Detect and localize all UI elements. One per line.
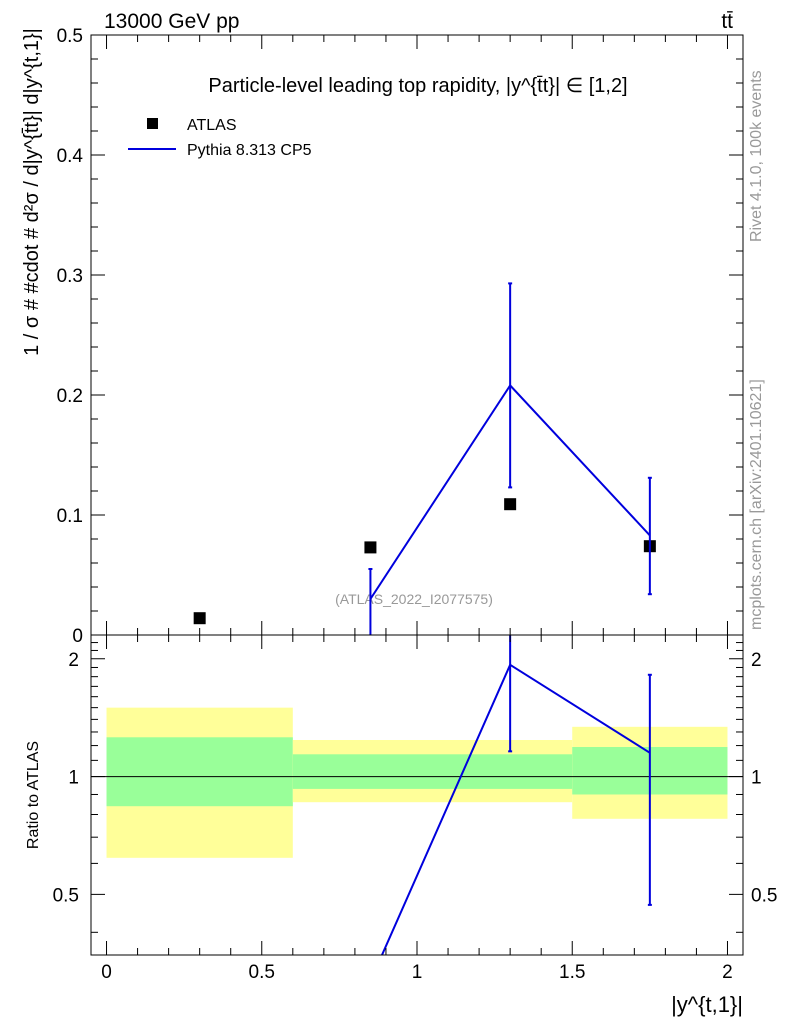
ratio-y-tick-label: 1	[68, 768, 79, 789]
chart-title: Particle-level leading top rapidity, |y^…	[208, 75, 627, 97]
ratio-y-tick-label: 2	[68, 650, 79, 671]
legend: ATLAS Pythia 8.313 CP5	[128, 117, 312, 159]
green-uncertainty-band	[292, 754, 573, 789]
y-axis-label: 1 / σ # #cdot # d²σ / d|y^{t̄t}| d|y^{t,…	[21, 28, 43, 356]
legend-atlas-label: ATLAS	[187, 117, 237, 134]
x-tick-label: 1	[412, 962, 423, 983]
ratio-y-tick-label-right: 2	[751, 650, 762, 671]
legend-pythia-label: Pythia 8.313 CP5	[187, 142, 312, 159]
atlas-data-point	[364, 541, 377, 554]
y-tick-label: 0	[72, 626, 83, 647]
watermark-label: (ATLAS_2022_I2077575)	[335, 591, 493, 607]
x-tick-label: 1.5	[559, 962, 585, 983]
process-label: tt̄	[721, 10, 733, 33]
x-axis-label: |y^{t,1}|	[671, 992, 743, 1017]
ratio-plot-frame	[90, 634, 744, 956]
x-tick-label: 0	[101, 962, 112, 983]
x-tick-label: 0.5	[249, 962, 275, 983]
energy-label: 13000 GeV pp	[104, 10, 239, 33]
x-tick-label: 2	[722, 962, 733, 983]
ratio-y-tick-label-right: 1	[751, 768, 762, 789]
y-tick-label: 0.2	[57, 386, 83, 407]
ratio-panel: 0.5 0.5 1 1 2 2 0 0.5 1 1.5 2 Ratio to ATLAS |y^{t…	[25, 634, 777, 1017]
y-tick-label: 0.4	[57, 146, 84, 167]
y-tick-label: 0.3	[57, 266, 83, 287]
y-tick-label: 0.5	[57, 26, 83, 47]
legend-atlas-marker	[147, 118, 158, 129]
ratio-y-tick-label-right: 0.5	[751, 885, 777, 906]
mcplots-label: mcplots.cern.ch [arXiv:2401.10621]	[748, 379, 765, 630]
y-tick-label: 0.1	[57, 506, 83, 527]
atlas-data-point	[504, 498, 517, 511]
rivet-label: Rivet 4.1.0, 100k events	[748, 70, 765, 242]
atlas-data-point	[193, 612, 206, 625]
ratio-y-tick-label: 0.5	[53, 885, 79, 906]
green-uncertainty-band	[106, 737, 293, 807]
ratio-y-axis-label: Ratio to ATLAS	[25, 741, 42, 849]
main-panel: Particle-level leading top rapidity, |y^…	[21, 26, 744, 647]
